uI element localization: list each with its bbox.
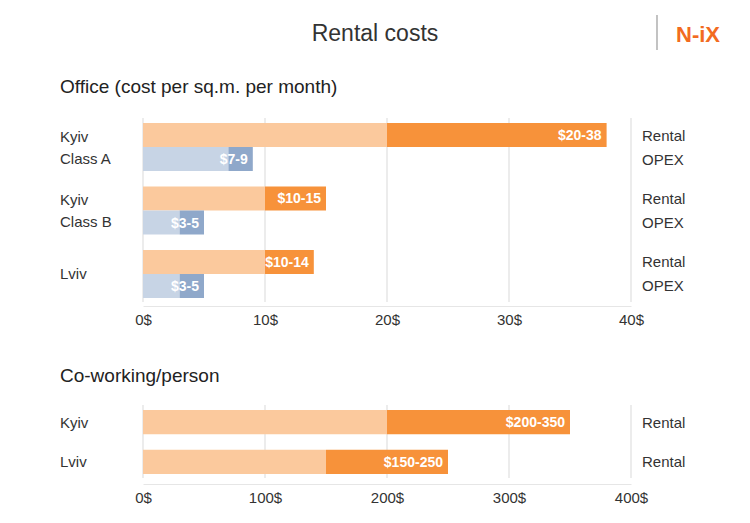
bar-base (143, 186, 265, 210)
tick: 0$ (135, 306, 152, 328)
tick: 40$ (619, 306, 645, 328)
category-line: Lviv (60, 453, 87, 470)
page-title: Rental costs (312, 20, 439, 46)
data-label: $7-9 (220, 151, 248, 167)
chart-root: Rental costs N-iX Office (cost per sq.m. p… (0, 0, 750, 523)
data-label: $20-38 (558, 127, 602, 143)
tick: 0$ (135, 484, 152, 506)
category-line: Kyiv (60, 128, 89, 145)
series-label: Rental (642, 453, 685, 470)
data-label: $200-350 (506, 414, 565, 430)
tick-label: 300$ (493, 489, 527, 506)
tick-label: 0$ (135, 489, 152, 506)
tick: 100$ (249, 484, 283, 506)
tick: 10$ (253, 306, 279, 328)
logo-divider (656, 15, 657, 50)
series-label: OPEX (642, 214, 684, 231)
bar-range (326, 450, 448, 474)
tick: 30$ (497, 306, 523, 328)
tick: 400$ (615, 484, 649, 506)
category-label: Kyiv Class B (60, 191, 112, 230)
tick-label: 0$ (135, 311, 152, 328)
category-label: Kyiv Class A (60, 128, 111, 167)
data-label: $3-5 (171, 278, 199, 294)
chart-title: Co-working/person (60, 365, 219, 386)
category-line: Kyiv (60, 414, 89, 431)
tick-label: 20$ (375, 311, 401, 328)
labels: $200-350 Rental $150-250 Rental (384, 414, 686, 471)
tick: 200$ (371, 484, 405, 506)
x-axis: 0$ 100$ 200$ 300$ 400$ (135, 484, 649, 506)
grid-line (631, 118, 632, 302)
bar-range (265, 186, 326, 210)
bar-base (143, 250, 265, 274)
bar-range (387, 123, 607, 147)
chart: Co-working/person $200-350 Rental $150-250 R… (60, 365, 685, 506)
tick-label: 10$ (253, 311, 279, 328)
tick-label: 100$ (249, 489, 283, 506)
data-label: $10-15 (277, 190, 321, 206)
category-label: Kyiv (60, 414, 89, 431)
chart-title: Office (cost per sq.m. per month) (60, 76, 337, 97)
category-label: Lviv (60, 453, 87, 470)
category-line: Class B (60, 213, 112, 230)
bar-base (143, 410, 387, 434)
chart: Office (cost per sq.m. per month) $20-38 R… (60, 76, 685, 328)
series-label: Rental (642, 190, 685, 207)
tick-label: 40$ (619, 311, 645, 328)
grid-line (631, 405, 632, 478)
labels: $20-38 Rental $10-15 Rental $10-14 Rental $7-9… (171, 127, 685, 295)
series-label: OPEX (642, 277, 684, 294)
series-label: Rental (642, 414, 685, 431)
tick-label: 200$ (371, 489, 405, 506)
series-label: OPEX (642, 151, 684, 168)
tick-label: 400$ (615, 489, 649, 506)
axis-line (144, 484, 632, 485)
bar-range (265, 250, 314, 274)
tick: 20$ (375, 306, 401, 328)
series-label: Rental (642, 127, 685, 144)
bar-base (143, 147, 228, 171)
bar-base (143, 450, 326, 474)
category-label: Lviv (60, 265, 87, 282)
category-line: Kyiv (60, 191, 89, 208)
category-line: Class A (60, 150, 111, 167)
axis-line (144, 306, 632, 307)
grid (143, 405, 631, 478)
bars (143, 123, 607, 298)
bar-base (143, 123, 387, 147)
grid (143, 118, 631, 302)
data-label: $10-14 (265, 254, 309, 270)
tick-label: 30$ (497, 311, 523, 328)
logo: N-iX (676, 22, 720, 47)
bar-range (387, 410, 570, 434)
x-axis: 0$ 10$ 20$ 30$ 40$ (135, 306, 645, 328)
category-line: Lviv (60, 265, 87, 282)
tick: 300$ (493, 484, 527, 506)
data-label: $150-250 (384, 454, 443, 470)
data-label: $3-5 (171, 215, 199, 231)
series-label: Rental (642, 253, 685, 270)
bars (143, 410, 570, 474)
